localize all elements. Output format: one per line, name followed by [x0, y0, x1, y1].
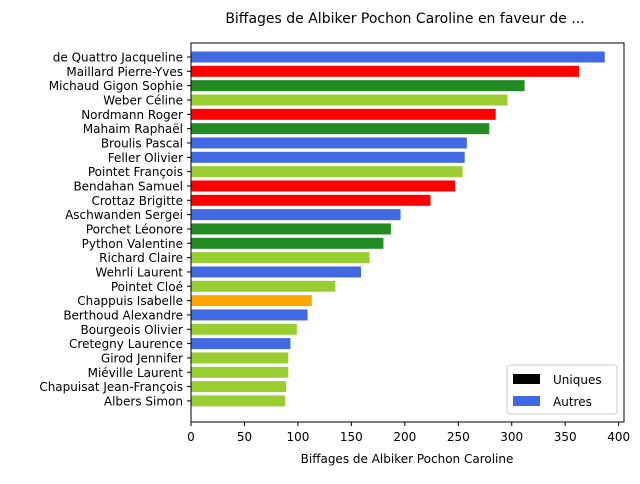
- bar-1: [191, 65, 580, 77]
- y-tick-label: Girod Jennifer: [101, 351, 183, 365]
- y-tick-label: Porchet Léonore: [86, 222, 183, 236]
- x-tick-label: 300: [500, 430, 523, 444]
- legend-swatch-uniques: [513, 374, 540, 384]
- bar-3: [191, 94, 508, 106]
- bar-19: [191, 323, 297, 335]
- legend-label-autres: Autres: [553, 395, 592, 409]
- y-tick-label: Weber Céline: [103, 93, 183, 107]
- y-tick-label: Crottaz Brigitte: [91, 194, 183, 208]
- y-tick-label: Chapuisat Jean-François: [39, 380, 183, 394]
- bar-10: [191, 194, 431, 206]
- y-tick-label: Feller Olivier: [108, 151, 183, 165]
- plot-frame: [190, 42, 625, 423]
- bar-14: [191, 252, 370, 264]
- y-tick-label: Maillard Pierre-Yves: [66, 65, 183, 79]
- x-tick-label: 150: [340, 430, 363, 444]
- bar-15: [191, 266, 361, 278]
- bar-21: [191, 352, 289, 364]
- x-tick-label: 200: [393, 430, 416, 444]
- y-tick-label: Wehrli Laurent: [95, 265, 183, 279]
- bar-4: [191, 108, 496, 120]
- bar-0: [191, 51, 605, 63]
- x-axis-label: Biffages de Albiker Pochon Caroline: [301, 452, 514, 466]
- y-tick-label: Cretegny Laurence: [69, 337, 183, 351]
- bar-11: [191, 209, 401, 221]
- bar-2: [191, 80, 525, 92]
- legend: Uniques Autres: [506, 364, 618, 415]
- y-tick-label: Broulis Pascal: [101, 136, 183, 150]
- bar-17: [191, 295, 312, 307]
- y-tick-label: Bendahan Samuel: [73, 179, 183, 193]
- y-tick-label: Pointet Cloé: [111, 280, 183, 294]
- bar-18: [191, 309, 308, 321]
- y-tick-label: Nordmann Roger: [81, 108, 183, 122]
- y-tick-label: Aschwanden Sergei: [65, 208, 183, 222]
- y-tick-label: Pointet François: [88, 165, 183, 179]
- y-tick-label: Michaud Gigon Sophie: [49, 79, 183, 93]
- bar-24: [191, 395, 286, 407]
- x-tick-label: 100: [286, 430, 309, 444]
- chart-title: Biffages de Albiker Pochon Caroline en f…: [225, 11, 584, 27]
- bar-23: [191, 381, 287, 393]
- x-tick-label: 250: [447, 430, 470, 444]
- legend-label-uniques: Uniques: [553, 373, 602, 387]
- y-tick-label: Bourgeois Olivier: [80, 323, 183, 337]
- x-tick-label: 0: [187, 430, 195, 444]
- bar-13: [191, 237, 384, 249]
- y-tick-label: Richard Claire: [99, 251, 183, 265]
- bar-9: [191, 180, 456, 192]
- y-tick-label: Miéville Laurent: [88, 366, 184, 380]
- y-tick-label: Chappuis Isabelle: [77, 294, 183, 308]
- y-tick-label: Mahaim Raphaël: [83, 122, 183, 136]
- y-tick-label: Berthoud Alexandre: [63, 308, 183, 322]
- y-tick-label: Python Valentine: [82, 237, 183, 251]
- bar-5: [191, 123, 490, 135]
- y-tick-label: Albers Simon: [104, 394, 183, 408]
- x-tick-label: 350: [554, 430, 577, 444]
- bar-6: [191, 137, 467, 149]
- bar-20: [191, 338, 291, 350]
- bar-12: [191, 223, 391, 235]
- bar-7: [191, 151, 465, 163]
- bar-22: [191, 366, 289, 378]
- bar-16: [191, 280, 336, 292]
- bar-8: [191, 166, 463, 178]
- y-tick-label: de Quattro Jacqueline: [53, 51, 183, 65]
- legend-swatch-autres: [513, 396, 540, 406]
- x-tick-label: 400: [607, 430, 630, 444]
- x-tick-label: 50: [237, 430, 252, 444]
